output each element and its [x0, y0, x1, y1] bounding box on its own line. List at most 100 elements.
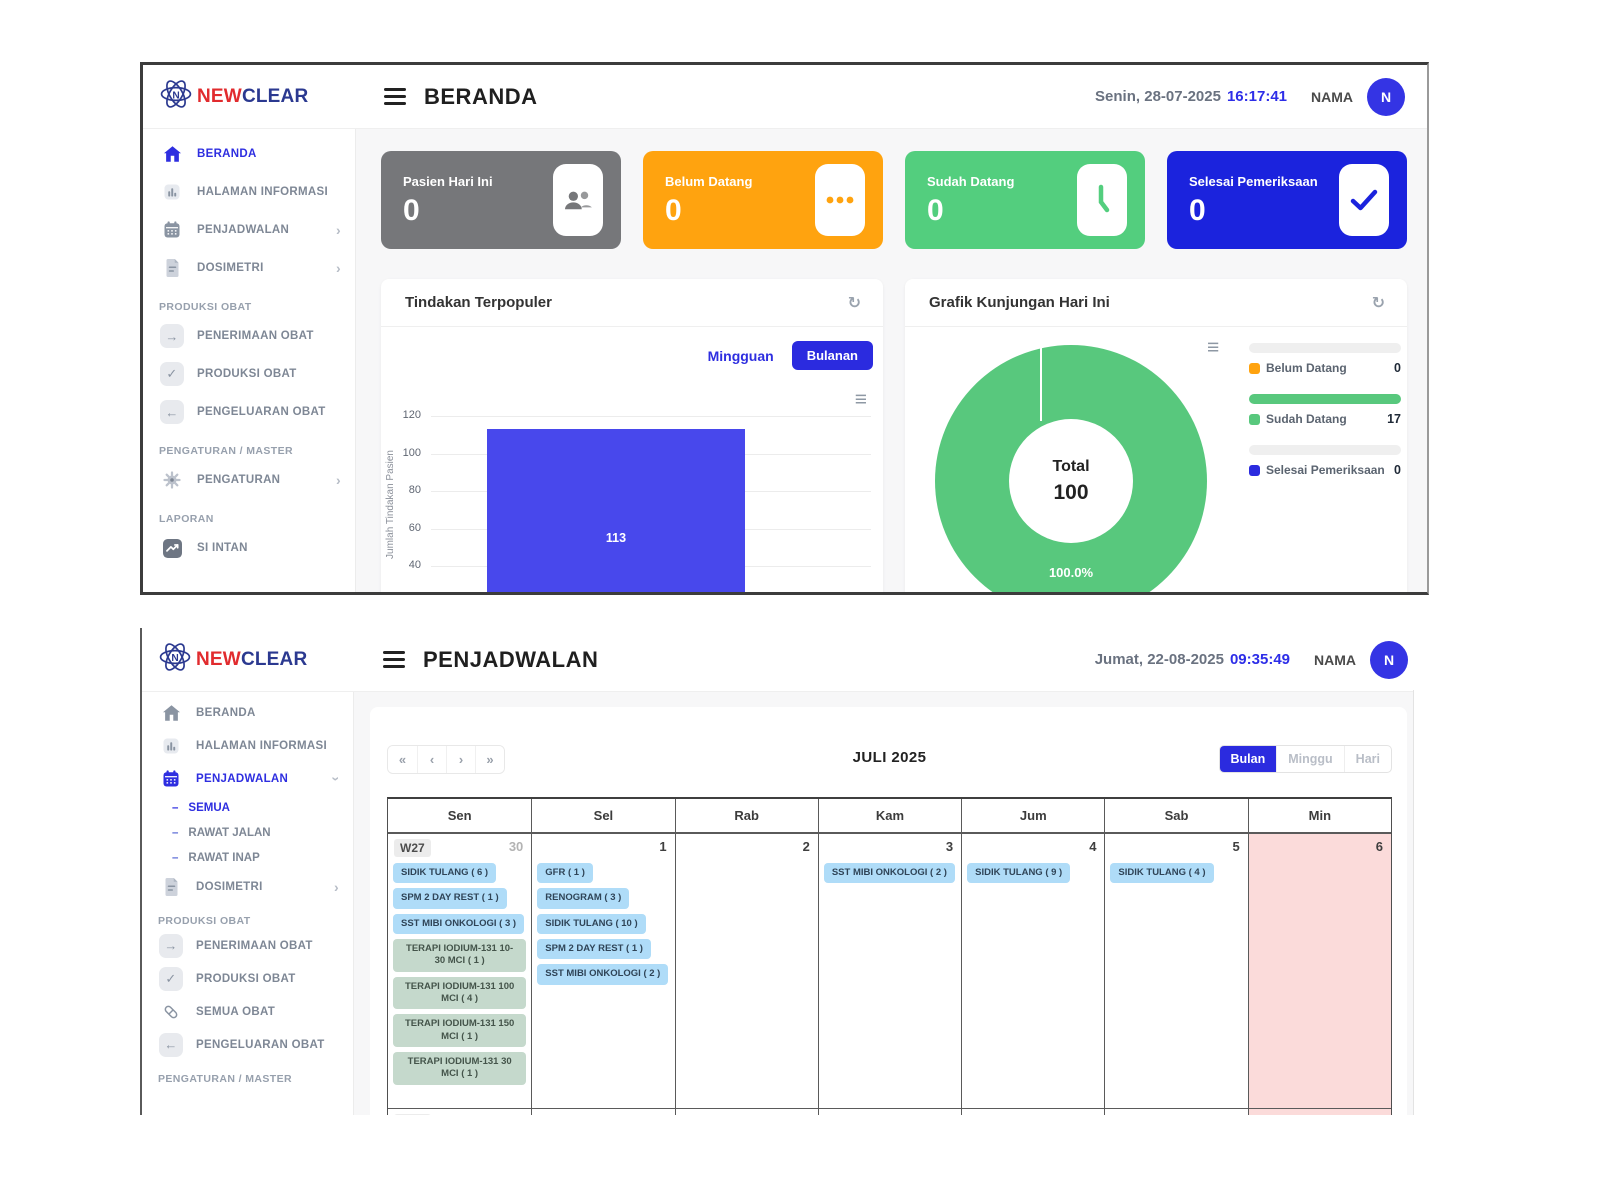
- avatar[interactable]: N: [1367, 77, 1405, 116]
- view-week-button[interactable]: Minggu: [1276, 746, 1343, 772]
- shield-check-icon: ✓: [158, 966, 184, 991]
- stat-card-belum-datang[interactable]: Belum Datang 0: [643, 151, 883, 249]
- calendar-day-cell[interactable]: W27 30 SIDIK TULANG ( 6 ) SPM 2 DAY REST ( …: [388, 833, 532, 1108]
- brand-name-red: NEW: [197, 85, 242, 107]
- sidebar-item-produksi-obat[interactable]: ✓ PRODUKSI OBAT: [143, 355, 355, 393]
- y-axis-tick: 40: [408, 559, 421, 571]
- sidebar-item-pengeluaran-obat[interactable]: ← PENGELUARAN OBAT: [143, 393, 355, 431]
- sidebar-item-halaman-informasi[interactable]: HALAMAN INFORMASI: [143, 173, 355, 211]
- sidebar-item-pengeluaran-obat[interactable]: ← PENGELUARAN OBAT: [142, 1028, 353, 1061]
- calendar-event-pill[interactable]: SST MIBI ONKOLOGI ( 2 ): [537, 964, 669, 985]
- sidebar-item-label: BERANDA: [196, 706, 256, 719]
- sidebar-subitem-label: RAWAT JALAN: [188, 826, 271, 839]
- nav-prev-button[interactable]: ‹: [417, 746, 446, 773]
- chart-menu-icon[interactable]: ≡: [854, 388, 867, 411]
- calendar-icon: [159, 221, 185, 239]
- calendar-event-pill[interactable]: SPM 2 DAY REST ( 1 ): [393, 888, 507, 909]
- calendar-day-cell[interactable]: 4 SIDIK TULANG ( 9 ): [961, 833, 1105, 1108]
- calendar-event-pill[interactable]: SST MIBI ONKOLOGI ( 3 ): [393, 913, 525, 935]
- calendar-event-pill[interactable]: TERAPI IODIUM-131 30 MCI ( 1 ): [393, 1052, 527, 1085]
- calendar-event-pill[interactable]: SIDIK TULANG ( 6 ): [393, 863, 497, 884]
- calendar-day-cell[interactable]: 12: [1104, 1108, 1248, 1115]
- legend-entry-sudah-datang[interactable]: Sudah Datang 17: [1249, 394, 1401, 426]
- sidebar-item-penerimaan-obat[interactable]: → PENERIMAAN OBAT: [143, 317, 355, 355]
- nav-last-button[interactable]: »: [475, 746, 504, 773]
- calendar-day-cell[interactable]: 5 SIDIK TULANG ( 4 ): [1104, 833, 1248, 1108]
- stat-card-selesai-pemeriksaan[interactable]: Selesai Pemeriksaan 0: [1167, 151, 1407, 249]
- calendar-event-pill[interactable]: RENOGRAM ( 3 ): [537, 888, 630, 909]
- chevron-right-icon: ›: [336, 222, 341, 238]
- calendar-icon: [158, 769, 184, 788]
- calendar-day-cell[interactable]: 6: [1247, 833, 1391, 1108]
- legend-progress-bar: [1249, 394, 1401, 404]
- calendar-day-cell[interactable]: 11: [961, 1108, 1105, 1115]
- calendar-event-pill[interactable]: TERAPI IODIUM-131 100 MCI ( 4 ): [393, 976, 527, 1010]
- sidebar-item-penjadwalan[interactable]: PENJADWALAN ›: [142, 762, 353, 795]
- schedule-main: « ‹ › » JULI 2025 Bulan Minggu Hari Sen S…: [354, 692, 1420, 1115]
- sidebar-item-halaman-informasi[interactable]: HALAMAN INFORMASI: [142, 729, 353, 762]
- view-month-button[interactable]: Bulan: [1219, 746, 1277, 772]
- calendar-day-cell[interactable]: 10: [817, 1108, 962, 1115]
- sidebar-subitem-rawat-inap[interactable]: – RAWAT INAP: [142, 845, 353, 870]
- monthly-toggle-button[interactable]: Bulanan: [791, 341, 873, 370]
- sidebar-subitem-semua[interactable]: – SEMUA: [142, 795, 353, 820]
- sidebar-item-penjadwalan[interactable]: PENJADWALAN ›: [143, 211, 355, 249]
- calendar-day-header-sab: Sab: [1104, 799, 1248, 833]
- stat-cards-row: Pasien Hari Ini 0 Belum Datang 0 Sudah Datan…: [381, 151, 1427, 249]
- legend-color-swatch: [1249, 362, 1260, 374]
- sidebar-item-si-intan[interactable]: SI INTAN: [143, 529, 355, 567]
- refresh-icon[interactable]: ↻: [1371, 294, 1385, 312]
- menu-toggle-button[interactable]: [383, 651, 405, 668]
- calendar-event-pill[interactable]: TERAPI IODIUM-131 150 MCI ( 1 ): [393, 1014, 527, 1048]
- sidebar-item-pengaturan[interactable]: PENGATURAN ›: [143, 461, 355, 499]
- avatar[interactable]: N: [1370, 640, 1408, 679]
- schedule-appbar: N NEWCLEAR PENJADWALAN Jumat, 22-08-2025…: [142, 628, 1420, 692]
- sidebar-subitem-label: RAWAT INAP: [188, 851, 260, 864]
- sidebar-item-beranda[interactable]: BERANDA: [142, 696, 353, 729]
- sidebar-item-dosimetri[interactable]: DOSIMETRI ›: [143, 249, 355, 287]
- calendar-day-cell[interactable]: 9: [674, 1108, 818, 1115]
- menu-toggle-button[interactable]: [384, 88, 406, 105]
- sidebar-item-label: PENERIMAAN OBAT: [196, 939, 313, 952]
- nav-first-button[interactable]: «: [388, 746, 417, 773]
- calendar-day-cell[interactable]: 1 GFR ( 1 ) RENOGRAM ( 3 ) SIDIK TULANG ( 1…: [531, 833, 675, 1108]
- view-day-button[interactable]: Hari: [1343, 746, 1391, 772]
- weekly-toggle-link[interactable]: Mingguan: [707, 347, 774, 364]
- sidebar-subitem-rawat-jalan[interactable]: – RAWAT JALAN: [142, 820, 353, 845]
- nav-next-button[interactable]: ›: [446, 746, 475, 773]
- legend-entry-selesai-pemeriksaan[interactable]: Selesai Pemeriksaan 0: [1249, 445, 1401, 477]
- stat-card-sudah-datang[interactable]: Sudah Datang 0: [905, 151, 1145, 249]
- calendar-event-pill[interactable]: SIDIK TULANG ( 10 ): [537, 913, 646, 935]
- calendar-day-cell[interactable]: 3 SST MIBI ONKOLOGI ( 2 ): [817, 833, 962, 1108]
- donut-total-label: Total: [1052, 457, 1090, 475]
- sidebar-item-dosimetri[interactable]: DOSIMETRI ›: [142, 870, 353, 903]
- calendar-day-header-jum: Jum: [961, 799, 1105, 833]
- sidebar-item-penerimaan-obat[interactable]: → PENERIMAAN OBAT: [142, 929, 353, 962]
- stat-card-value: 0: [1189, 194, 1206, 227]
- week-number-badge: W27: [394, 839, 431, 857]
- calendar-event-pill[interactable]: GFR ( 1 ): [537, 863, 593, 884]
- calendar-event-pill[interactable]: SPM 2 DAY REST ( 1 ): [537, 939, 651, 960]
- stat-card-pasien-hari-ini[interactable]: Pasien Hari Ini 0: [381, 151, 621, 249]
- scrollbar-track[interactable]: [1413, 690, 1420, 1115]
- calendar-day-cell[interactable]: W28 7: [388, 1108, 532, 1115]
- calendar-day-cell[interactable]: 8: [531, 1108, 675, 1115]
- legend-entry-belum-datang[interactable]: Belum Datang 0: [1249, 343, 1401, 375]
- calendar-event-pill[interactable]: SIDIK TULANG ( 4 ): [1110, 863, 1214, 884]
- refresh-icon[interactable]: ↻: [847, 294, 861, 312]
- calendar-event-pill[interactable]: SIDIK TULANG ( 9 ): [967, 863, 1071, 884]
- calendar-event-pill[interactable]: SST MIBI ONKOLOGI ( 2 ): [823, 863, 955, 884]
- sidebar-item-beranda[interactable]: BERANDA: [143, 135, 355, 173]
- calendar-day-cell[interactable]: 2: [674, 833, 818, 1108]
- sidebar-item-produksi-obat[interactable]: ✓ PRODUKSI OBAT: [142, 962, 353, 995]
- day-number: 2: [802, 839, 810, 854]
- chart-menu-icon[interactable]: ≡: [1207, 336, 1220, 359]
- sidebar-item-label: PENGELUARAN OBAT: [197, 406, 326, 418]
- bar-tindakan[interactable]: [487, 429, 745, 592]
- sidebar-item-semua-obat[interactable]: SEMUA OBAT: [142, 995, 353, 1028]
- calendar-day-cell[interactable]: 13: [1247, 1108, 1391, 1115]
- sidebar-item-label: PRODUKSI OBAT: [196, 972, 296, 985]
- dash-icon: –: [172, 801, 179, 814]
- calendar-event-pill[interactable]: TERAPI IODIUM-131 10-30 MCI ( 1 ): [393, 939, 527, 972]
- atom-logo-icon: N: [159, 77, 193, 116]
